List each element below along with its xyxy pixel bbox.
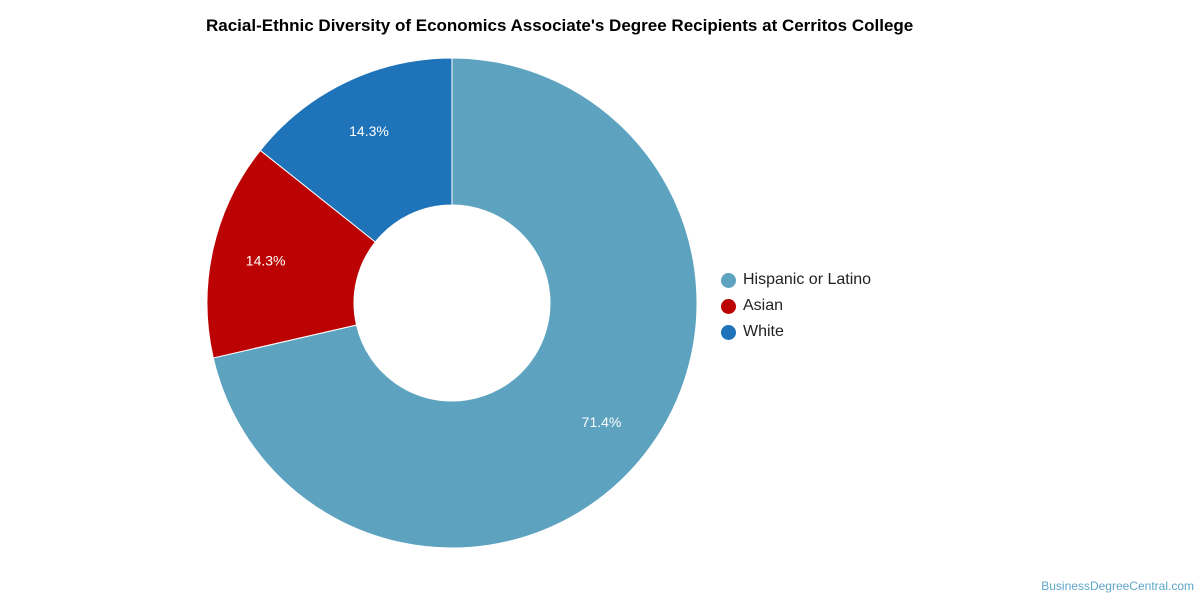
legend-item-asian[interactable]: Asian <box>721 293 871 319</box>
donut-slice-hispanic-or-latino[interactable] <box>212 57 698 549</box>
legend: Hispanic or Latino Asian White <box>721 267 871 345</box>
legend-item-white[interactable]: White <box>721 319 871 345</box>
legend-label-white: White <box>743 323 784 340</box>
legend-swatch-asian <box>721 298 736 314</box>
legend-label-asian: Asian <box>743 297 784 314</box>
slice-label-hispanic-or-latino: 71.4% <box>582 414 622 430</box>
slice-label-asian: 14.3% <box>246 253 286 269</box>
donut-slice-white[interactable] <box>259 57 453 243</box>
legend-label-hispanic-or-latino: Hispanic or Latino <box>743 271 872 288</box>
legend-swatch-hispanic-or-latino <box>721 272 736 288</box>
watermark: BusinessDegreeCentral.com <box>1041 579 1194 593</box>
donut-slice-asian[interactable] <box>206 149 377 359</box>
slice-label-white: 14.3% <box>349 123 389 139</box>
legend-swatch-white <box>721 324 736 340</box>
chart-title: Racial-Ethnic Diversity of Economics Ass… <box>206 16 914 35</box>
legend-item-hispanic-or-latino[interactable]: Hispanic or Latino <box>721 267 871 293</box>
